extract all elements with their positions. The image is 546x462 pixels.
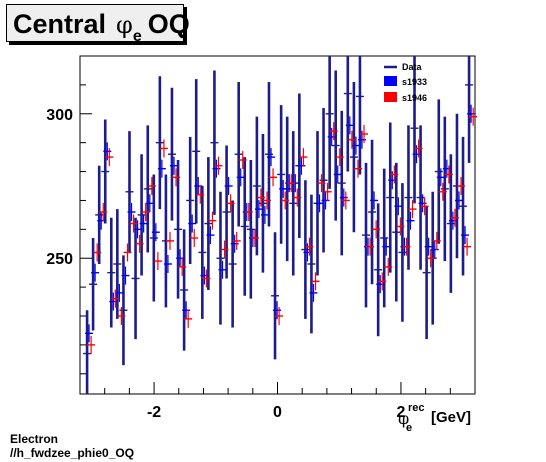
x-axis-subscript: e — [406, 422, 412, 434]
title-suffix: OQ — [147, 9, 190, 39]
y-tick-label: 250 — [46, 251, 73, 268]
x-tick-label: -2 — [147, 404, 161, 421]
x-tick-label: 0 — [273, 404, 282, 421]
footer-histogram-path: //h_fwdzee_phie0_OQ — [10, 446, 135, 460]
title-subscript: e — [132, 28, 142, 45]
title-main: Central — [13, 9, 107, 39]
x-tick-label: 2 — [396, 404, 405, 421]
title-phi-symbol: φ — [116, 11, 133, 39]
footer-label: Electron — [10, 432, 59, 446]
x-axis-symbol: φ — [398, 409, 409, 428]
legend: Data s1933 s1946 — [384, 62, 427, 103]
x-axis-superscript: rec — [408, 402, 425, 414]
legend-data-label: Data — [402, 62, 423, 72]
y-tick-label: 300 — [46, 107, 73, 124]
legend-s1946-label: s1946 — [402, 93, 427, 103]
x-axis-title: φ rec e [GeV] — [398, 402, 471, 434]
legend-s1933-swatch — [384, 76, 397, 86]
legend-s1946-swatch — [384, 92, 397, 102]
legend-s1933-label: s1933 — [402, 77, 427, 87]
x-axis-unit: [GeV] — [431, 409, 471, 426]
chart-title: Central φe OQ — [6, 4, 190, 45]
